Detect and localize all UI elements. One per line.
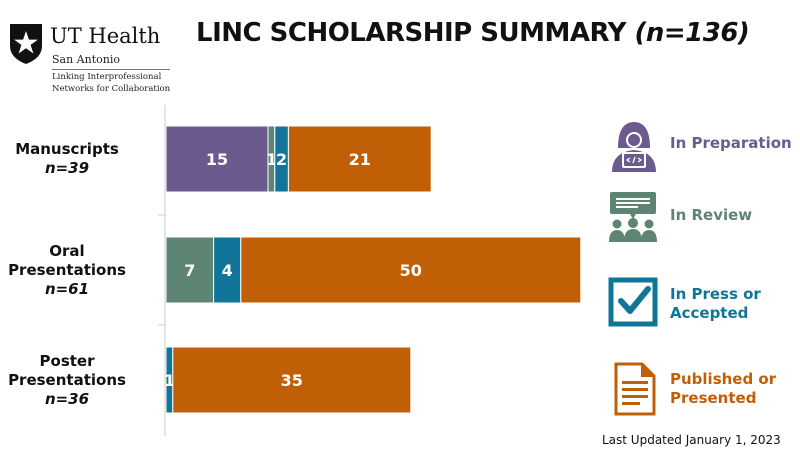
bar-value-label: 4 — [222, 261, 233, 280]
legend-label-line: In Press or — [670, 285, 761, 303]
bar-value-label: 1 — [266, 150, 277, 169]
bar-segment — [213, 236, 242, 304]
category-label-line: Manuscripts — [15, 140, 119, 158]
category-count: n=61 — [44, 279, 90, 298]
legend-label-in-press: In Press or Accepted — [670, 285, 800, 323]
bar-segment — [287, 125, 432, 193]
legend-label-line: Presented — [670, 389, 757, 407]
logo-tagline-line1: Linking Interprofessional — [52, 72, 162, 82]
page-title: LINC SCHOLARSHIP SUMMARY (n=136) — [196, 18, 750, 48]
bar-value-label: 7 — [184, 261, 195, 280]
legend-label-line: Published or — [670, 370, 777, 388]
document-icon — [614, 362, 656, 416]
person-laptop-icon — [612, 122, 656, 172]
category-label: Oral Presentations n=61 — [0, 242, 142, 299]
logo-divider — [52, 69, 170, 70]
bar-value-label: 15 — [206, 150, 228, 169]
title-count: (n=136) — [634, 18, 750, 48]
legend-label-in-review: In Review — [670, 206, 800, 225]
last-updated: Last Updated January 1, 2023 — [602, 433, 781, 447]
category-label-line: Presentations — [8, 370, 126, 389]
category-count: n=39 — [44, 159, 90, 177]
checkbox-icon — [608, 277, 658, 327]
bar-value-label: 21 — [349, 150, 371, 169]
title-main: LINC SCHOLARSHIP SUMMARY — [196, 18, 626, 48]
bar-value-label: 35 — [281, 371, 303, 390]
legend-label-line: In Review — [670, 206, 753, 224]
category-label: Manuscripts n=39 — [0, 140, 142, 178]
bar-segment — [172, 346, 412, 414]
bar-value-label: 1 — [164, 371, 175, 390]
category-label: Poster Presentations n=36 — [0, 352, 142, 409]
bar-value-label: 2 — [276, 150, 287, 169]
category-label-line: Presentations — [8, 260, 126, 279]
review-meeting-icon — [609, 192, 657, 242]
legend-label-in-preparation: In Preparation — [670, 134, 800, 153]
shield-star-icon — [10, 24, 42, 64]
bar-segment — [165, 236, 215, 304]
category-label-line: Oral — [49, 241, 85, 260]
legend-label-published: Published or Presented — [670, 370, 800, 408]
logo-name: UT Health — [50, 24, 161, 48]
bar-value-label: 50 — [400, 261, 422, 280]
logo-tagline-line2: Networks for Collaboration — [52, 84, 171, 94]
legend-label-line: Accepted — [670, 304, 749, 322]
category-count: n=36 — [44, 389, 90, 408]
legend-label-line: In Preparation — [670, 134, 792, 152]
logo-city: San Antonio — [52, 53, 120, 66]
bar-segment — [240, 236, 582, 304]
ut-health-logo: UT Health San Antonio Linking Interprofe… — [8, 10, 183, 100]
category-label-line: Poster — [39, 351, 95, 370]
